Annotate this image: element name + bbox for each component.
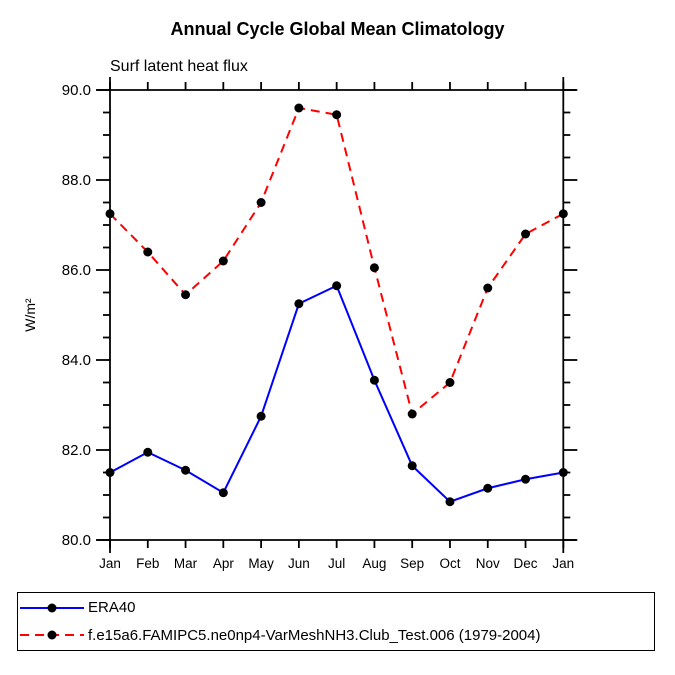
svg-text:Dec: Dec	[514, 556, 538, 571]
svg-text:Jun: Jun	[288, 556, 310, 571]
era40-line-sample-icon	[20, 603, 84, 613]
legend-label-model: f.e15a6.FAMIPC5.ne0np4-VarMeshNH3.Club_T…	[88, 626, 541, 644]
svg-text:Aug: Aug	[362, 556, 386, 571]
svg-text:80.0: 80.0	[62, 532, 91, 549]
svg-text:82.0: 82.0	[62, 442, 91, 459]
svg-text:Mar: Mar	[174, 556, 198, 571]
svg-text:90.0: 90.0	[62, 82, 91, 99]
chart-subtitle: Surf latent heat flux	[110, 58, 248, 75]
svg-text:Feb: Feb	[136, 556, 159, 571]
svg-text:84.0: 84.0	[62, 352, 91, 369]
legend-item-model: f.e15a6.FAMIPC5.ne0np4-VarMeshNH3.Club_T…	[18, 622, 654, 648]
svg-text:Apr: Apr	[213, 556, 235, 571]
svg-text:Nov: Nov	[476, 556, 500, 571]
legend-label-era40: ERA40	[88, 599, 136, 617]
legend-item-era40: ERA40	[18, 595, 654, 621]
chart-title: Annual Cycle Global Mean Climatology	[170, 19, 505, 39]
svg-text:86.0: 86.0	[62, 262, 91, 279]
svg-text:Jul: Jul	[328, 556, 345, 571]
svg-text:Jan: Jan	[552, 556, 574, 571]
svg-text:May: May	[248, 556, 274, 571]
model-dashed-line-sample-icon	[20, 630, 84, 640]
svg-text:Sep: Sep	[400, 556, 424, 571]
svg-text:Oct: Oct	[439, 556, 460, 571]
svg-text:88.0: 88.0	[62, 172, 91, 189]
svg-text:Jan: Jan	[99, 556, 121, 571]
legend-box: ERA40 f.e15a6.FAMIPC5.ne0np4-VarMeshNH3.…	[17, 592, 655, 651]
